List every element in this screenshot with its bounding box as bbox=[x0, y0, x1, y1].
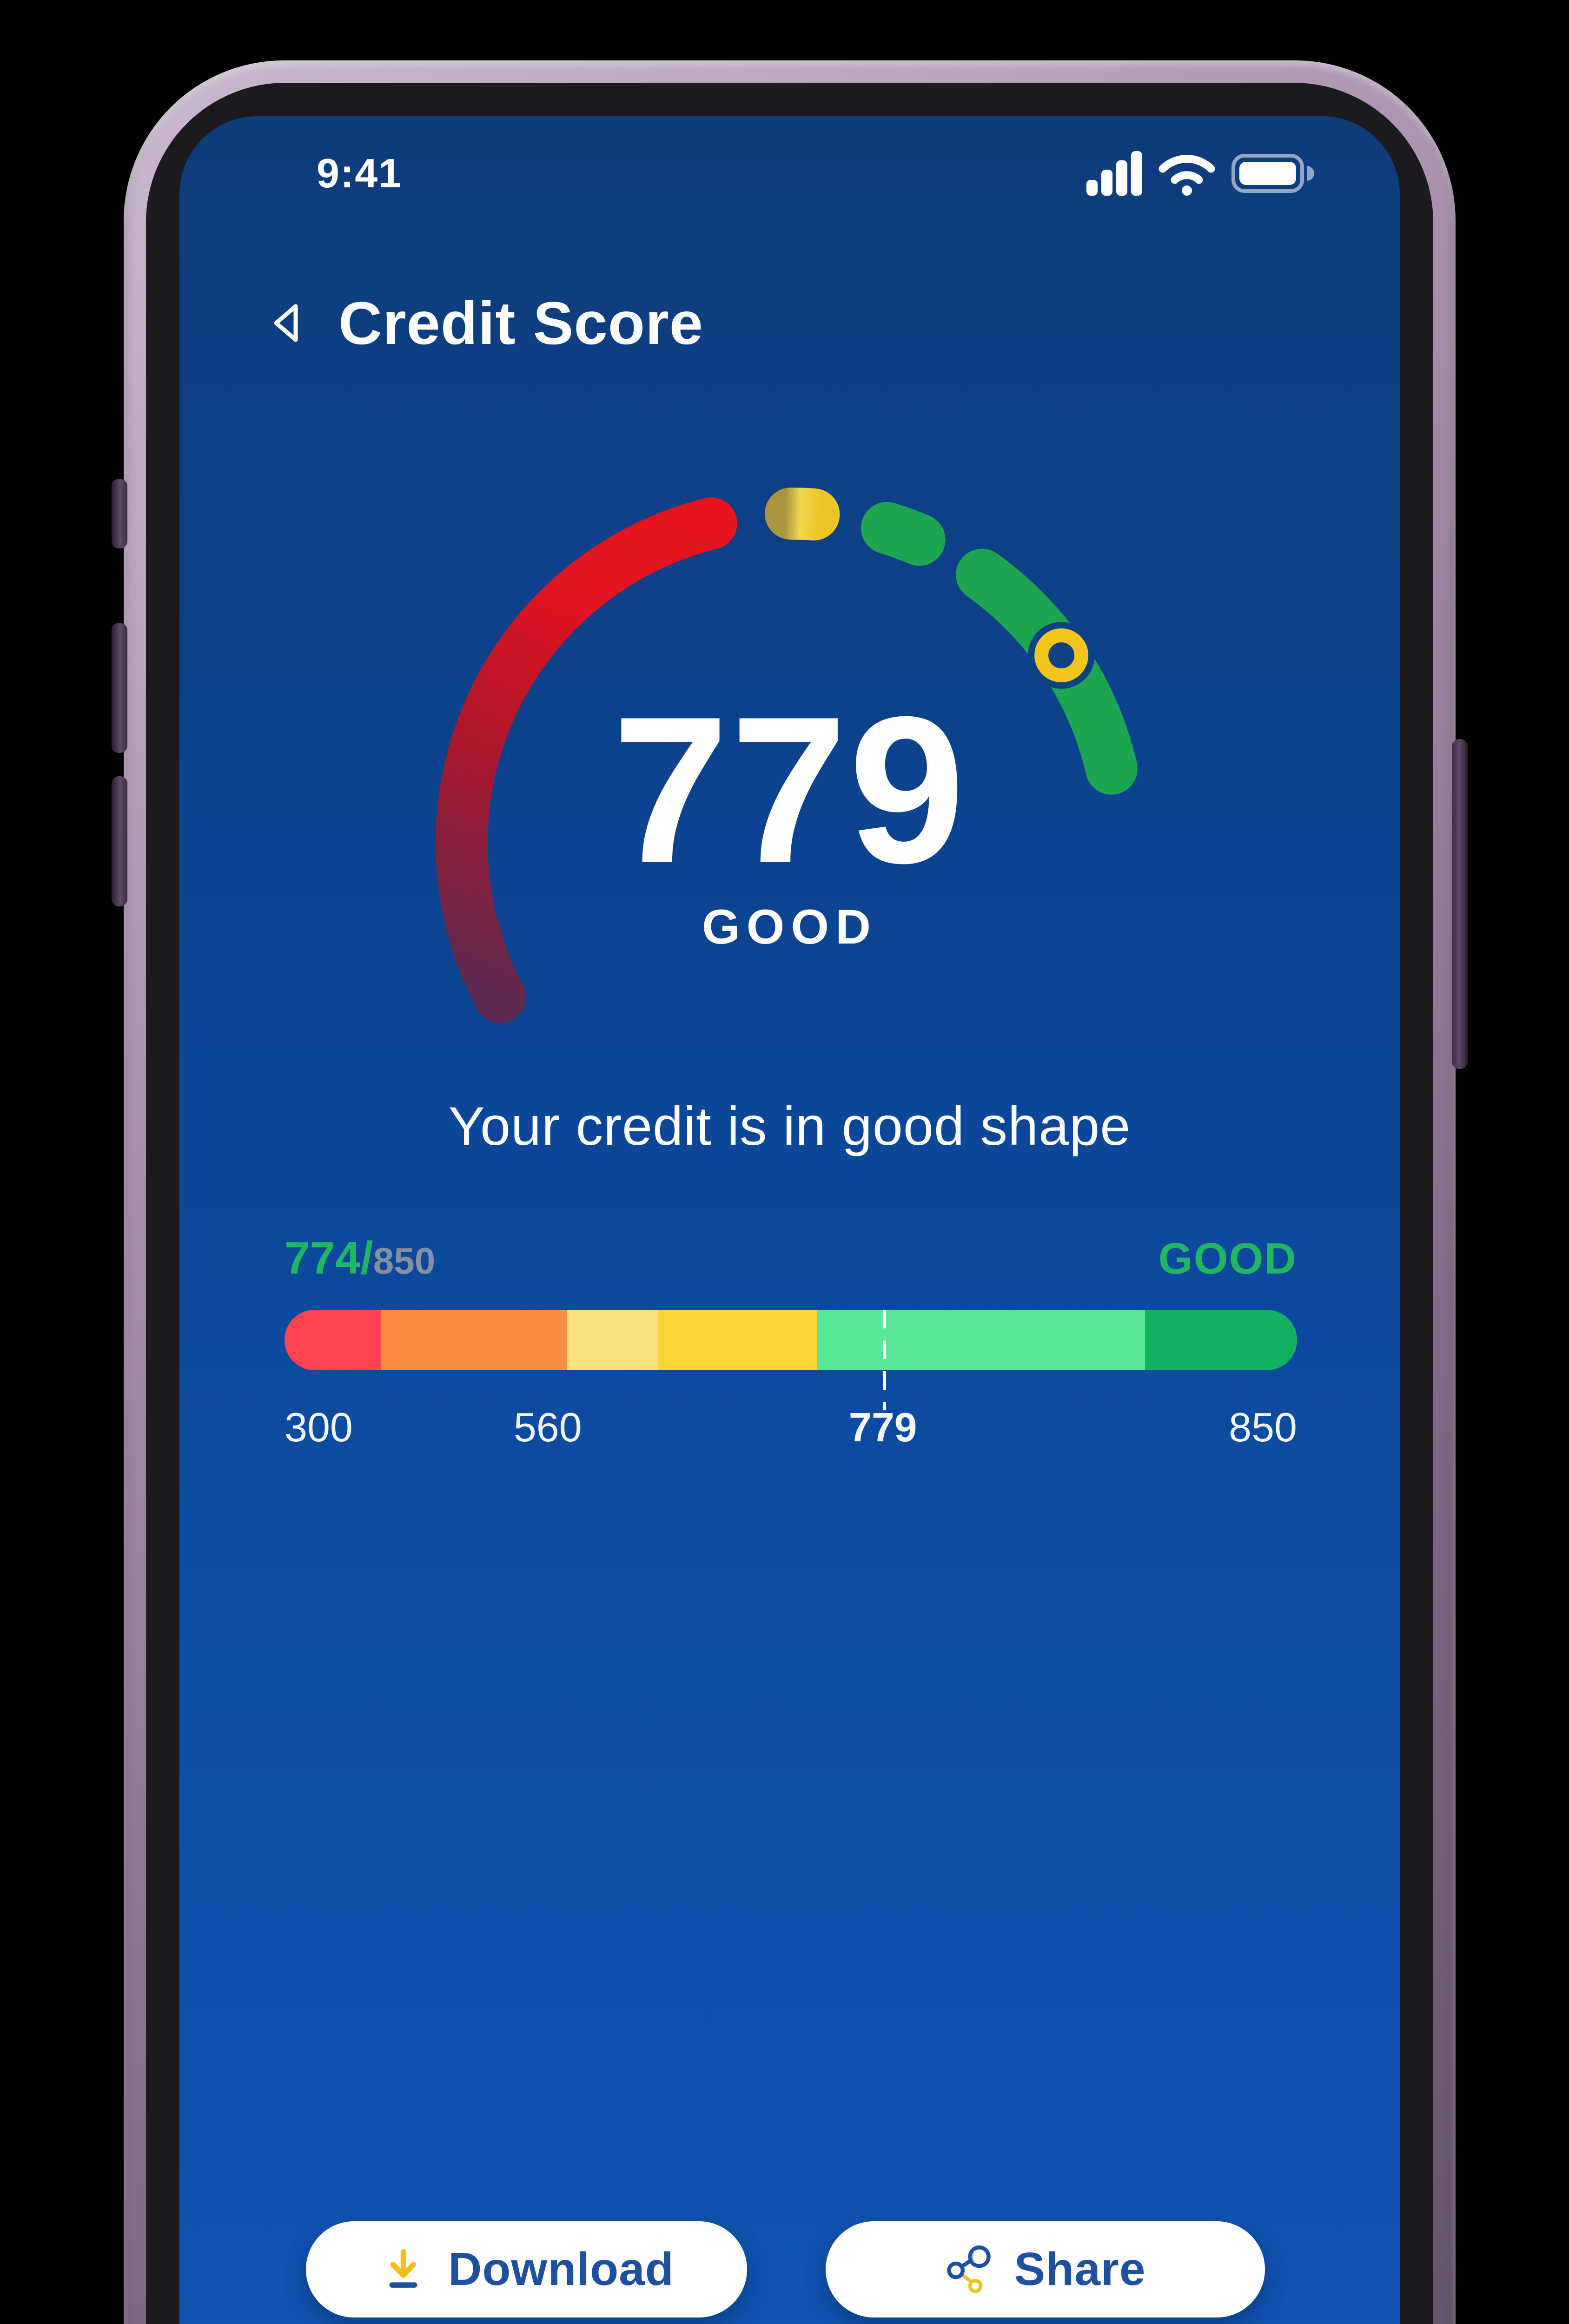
score-rating-label: GOOD bbox=[702, 900, 877, 954]
score-message: Your credit is in good shape bbox=[448, 1096, 1131, 1156]
power-button[interactable] bbox=[1452, 739, 1468, 1069]
tick-label: 850 bbox=[1229, 1404, 1297, 1450]
signal-strength-icon bbox=[1086, 151, 1142, 196]
share-icon bbox=[947, 2245, 991, 2293]
status-bar: 9:41 bbox=[179, 150, 1400, 196]
share-button[interactable]: Share bbox=[826, 2221, 1265, 2317]
page-title: Credit Score bbox=[338, 289, 704, 357]
status-time: 9:41 bbox=[317, 150, 403, 196]
scale-max-value: 850 bbox=[373, 1240, 436, 1281]
download-icon bbox=[389, 2249, 417, 2288]
tick-label: 779 bbox=[848, 1404, 917, 1450]
mute-switch[interactable] bbox=[112, 479, 127, 548]
scale-divider: / bbox=[360, 1232, 373, 1283]
download-button[interactable]: Download bbox=[306, 2221, 747, 2317]
gauge-marker-halo bbox=[1028, 621, 1095, 689]
status-icons bbox=[1086, 151, 1316, 196]
app-screen: 9:41 bbox=[179, 116, 1400, 2324]
volume-down-button[interactable] bbox=[112, 776, 127, 906]
volume-up-button[interactable] bbox=[112, 623, 127, 753]
scale-labels: 774/850 GOOD bbox=[285, 1232, 1297, 1283]
score-range-bar bbox=[285, 1310, 1297, 1370]
bar-segment bbox=[658, 1310, 817, 1370]
scale-current-value: 774 bbox=[285, 1232, 361, 1283]
wifi-icon bbox=[1159, 155, 1215, 196]
score-value: 779 bbox=[612, 673, 967, 907]
bar-segment bbox=[1145, 1310, 1297, 1370]
bar-segment bbox=[380, 1310, 567, 1370]
bar-segment bbox=[567, 1310, 658, 1370]
gauge-marker bbox=[1034, 628, 1089, 682]
tick-label: 560 bbox=[513, 1404, 582, 1450]
download-button-label: Download bbox=[448, 2243, 674, 2295]
back-chevron-icon[interactable] bbox=[269, 301, 306, 345]
tick-label: 300 bbox=[285, 1404, 353, 1450]
battery-icon bbox=[1231, 154, 1314, 193]
bar-segment bbox=[285, 1310, 381, 1370]
scale-status-badge: GOOD bbox=[1158, 1234, 1297, 1283]
bar-segment bbox=[817, 1310, 1145, 1370]
arc-yellow bbox=[765, 488, 840, 541]
phone-frame: 9:41 bbox=[112, 60, 1468, 2324]
share-button-label: Share bbox=[1014, 2243, 1146, 2295]
header: Credit Score bbox=[179, 289, 1400, 357]
scale-current-group: 774/850 bbox=[285, 1232, 435, 1284]
score-bar-ticks: 300 560 779 850 bbox=[285, 1404, 1297, 1450]
score-bar-marker bbox=[883, 1310, 887, 1410]
action-row: Download Share bbox=[179, 2221, 1400, 2317]
arc-green-small bbox=[861, 502, 946, 566]
